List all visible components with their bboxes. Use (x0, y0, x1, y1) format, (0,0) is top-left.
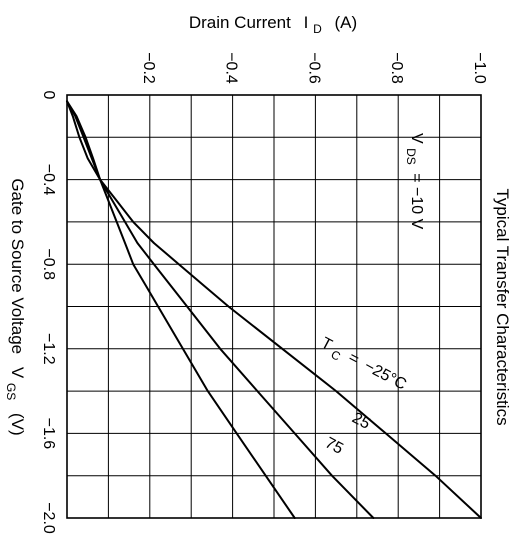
condition-value: = −10 V (408, 173, 425, 229)
y-axis-label-text: Drain Current (189, 13, 291, 32)
condition-annotation: V DS = −10 V (403, 133, 425, 230)
curve-label-minus25-value: −25°C (361, 357, 409, 393)
y-axis-label-unit: (A) (334, 13, 357, 32)
y-tick-label: −0.2 (140, 52, 157, 84)
plot-frame (66, 94, 482, 519)
chart-title: Typical Transfer Characteristics (493, 188, 512, 425)
curve-label-minus25: T C = −25°C (316, 335, 409, 399)
grid-lines (67, 95, 481, 518)
series-line (66, 100, 375, 519)
y-axis-label: Drain Current I D (A) (189, 13, 357, 37)
series-line (66, 100, 296, 519)
x-tick-label: −0.8 (40, 248, 57, 280)
y-tick-label: −1.0 (471, 52, 488, 84)
x-tick-label: −1.2 (40, 333, 57, 365)
x-tick-label: 0 (40, 91, 57, 100)
y-tick-label: −0.4 (223, 52, 240, 84)
y-tick-label: −0.8 (388, 52, 405, 84)
curve-label-prefix-subscript: C (329, 347, 344, 364)
x-tick-label: −2.0 (40, 502, 57, 534)
x-axis-label: Gate to Source Voltage V GS (V) (3, 178, 27, 435)
y-axis-label-subscript: D (313, 22, 322, 36)
x-tick-label: −0.4 (40, 164, 57, 196)
x-axis-label-symbol: V (8, 367, 27, 379)
x-axis-label-subscript: GS (4, 383, 18, 400)
y-tick-label: −0.6 (305, 52, 322, 84)
condition-subscript: DS (404, 148, 418, 165)
curve-label-25: 25 (349, 410, 373, 433)
tick-labels: 0 −0.4 −0.8 −1.2 −1.6 −2.0 −0.2 −0.4 −0.6 −0.8 −1.… (40, 52, 488, 534)
x-tick-label: −1.6 (40, 418, 57, 450)
y-axis-label-symbol: I (304, 13, 309, 32)
condition-symbol: V (408, 133, 425, 144)
x-axis-label-text: Gate to Source Voltage (8, 178, 27, 354)
curve-label-prefix-eq: = (346, 349, 362, 368)
curve-label-75: 75 (322, 435, 346, 458)
series-line (66, 100, 482, 519)
series-layer (66, 100, 482, 519)
x-axis-label-unit: (V) (8, 413, 27, 436)
